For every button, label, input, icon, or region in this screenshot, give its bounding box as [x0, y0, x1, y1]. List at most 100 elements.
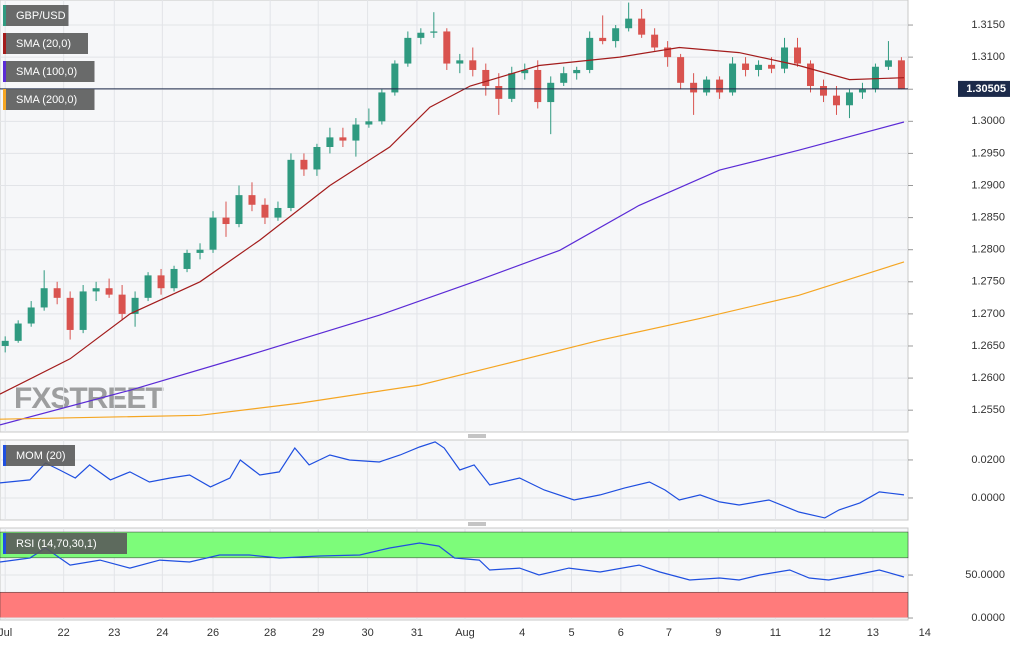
candle-body — [858, 89, 866, 93]
candle-body — [14, 323, 22, 341]
legend-label: MOM (20) — [16, 450, 66, 462]
candle-body — [157, 275, 165, 289]
candle-body — [118, 294, 126, 314]
x-tick-label: Jul — [0, 627, 12, 639]
candle-body — [469, 60, 477, 70]
legend-swatch — [3, 33, 6, 54]
candle-body — [729, 63, 737, 93]
x-tick-label: 13 — [867, 627, 879, 639]
candle-body — [27, 307, 35, 324]
candle-body — [248, 195, 256, 205]
candle-body — [534, 69, 542, 103]
line-series — [0, 261, 905, 420]
candle-body — [170, 268, 178, 289]
line-series — [0, 542, 905, 581]
candle-body — [105, 288, 113, 295]
candle-body — [612, 28, 620, 42]
candle-body — [261, 204, 269, 218]
splitter[interactable] — [468, 522, 486, 526]
y-tick-label: 1.2950 — [971, 147, 1005, 159]
candle-body — [586, 37, 594, 70]
x-tick-label: 31 — [411, 627, 423, 639]
candle-body — [404, 37, 412, 64]
legend-label: RSI (14,70,30,1) — [16, 538, 97, 550]
candle-body — [495, 86, 503, 99]
legend-swatch — [3, 5, 6, 26]
candle-body — [755, 64, 763, 70]
candle-body — [651, 34, 659, 48]
candle-body — [768, 64, 776, 69]
legend-swatch — [3, 533, 6, 554]
candle-body — [703, 79, 711, 93]
candle-body — [274, 207, 282, 218]
x-tick-label: 22 — [58, 627, 70, 639]
y-tick-label: 1.2800 — [971, 244, 1005, 256]
legend-box — [3, 33, 88, 54]
candle-body — [92, 288, 100, 292]
x-tick-label: 5 — [568, 627, 574, 639]
candle-body — [508, 73, 516, 99]
candle-body — [871, 66, 879, 90]
candle-body — [222, 217, 230, 225]
legend-label: GBP/USD — [16, 10, 66, 22]
splitter[interactable] — [468, 434, 486, 438]
candle-body — [794, 47, 802, 64]
x-tick-label: Aug — [455, 627, 475, 639]
x-tick-label: 28 — [264, 627, 276, 639]
line-series — [0, 121, 905, 426]
candle-body — [131, 297, 139, 314]
legend-label: SMA (20,0) — [16, 38, 71, 50]
legend-swatch — [3, 445, 6, 466]
candle-body — [807, 63, 815, 87]
candle-body — [313, 146, 321, 170]
x-tick-label: 11 — [770, 627, 781, 639]
line-series — [0, 46, 905, 395]
candle-body — [547, 82, 555, 103]
candle-body — [53, 288, 61, 298]
candle-body — [664, 47, 672, 58]
y-tick-label: 0.0000 — [971, 492, 1005, 504]
legend-label: SMA (100,0) — [16, 66, 77, 78]
candle-body — [430, 31, 438, 33]
candle-body — [716, 79, 724, 93]
candle-body — [1, 340, 9, 346]
legend-swatch — [3, 61, 6, 82]
x-tick-label: 23 — [108, 627, 120, 639]
x-tick-label: 9 — [715, 627, 721, 639]
legend-box — [3, 445, 75, 466]
last-price-box — [958, 80, 1010, 97]
candle-body — [573, 69, 581, 74]
legend-box — [3, 533, 127, 554]
candle-body — [832, 95, 840, 106]
candle-body — [391, 63, 399, 93]
price-panel — [0, 0, 909, 433]
x-tick-label: 6 — [618, 627, 624, 639]
x-tick-label: 29 — [312, 627, 324, 639]
candle-body — [781, 47, 789, 69]
candle-body — [79, 291, 87, 330]
candle-body — [443, 31, 451, 64]
candle-body — [326, 137, 334, 147]
y-tick-label: 1.3150 — [971, 19, 1005, 31]
candle-body — [40, 288, 48, 308]
candle-body — [599, 37, 607, 42]
candle-body — [66, 297, 74, 330]
zone — [0, 591, 909, 619]
candle-body — [677, 57, 685, 83]
candle-body — [742, 63, 750, 70]
legend-box — [3, 61, 95, 82]
y-tick-label: 1.2750 — [971, 276, 1005, 288]
candle-body — [378, 92, 386, 122]
legend-box — [3, 5, 69, 26]
y-tick-label: 1.2600 — [971, 372, 1005, 384]
candle-body — [287, 159, 295, 208]
candle-body — [209, 217, 217, 250]
x-tick-label: 26 — [207, 627, 219, 639]
candle-body — [845, 92, 853, 106]
candle-body — [560, 73, 568, 83]
legend-box — [3, 89, 95, 110]
last-price-label: 1.30505 — [966, 83, 1006, 95]
candle-body — [897, 60, 905, 89]
x-tick-label: 7 — [666, 627, 672, 639]
